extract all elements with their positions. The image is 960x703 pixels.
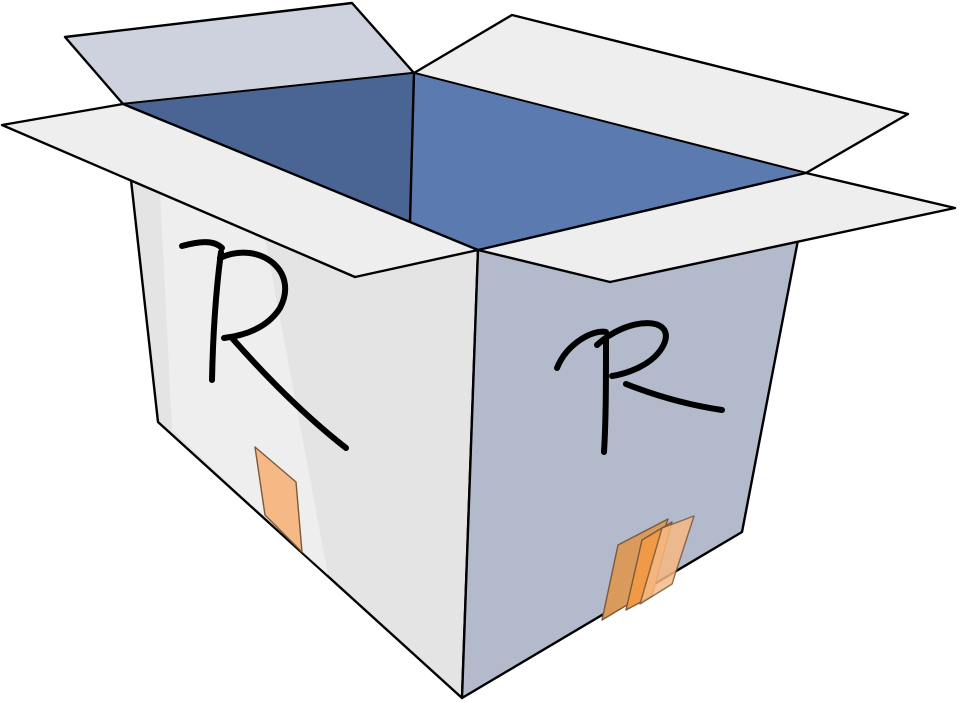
front-right-flap xyxy=(476,171,957,284)
right-side-face xyxy=(460,238,800,700)
interior-corner-line xyxy=(408,71,416,224)
right-face-letter-r xyxy=(554,320,725,455)
left-face-letter-r xyxy=(179,239,349,451)
right-face-tape xyxy=(601,515,695,621)
left-face-tape xyxy=(254,446,303,553)
